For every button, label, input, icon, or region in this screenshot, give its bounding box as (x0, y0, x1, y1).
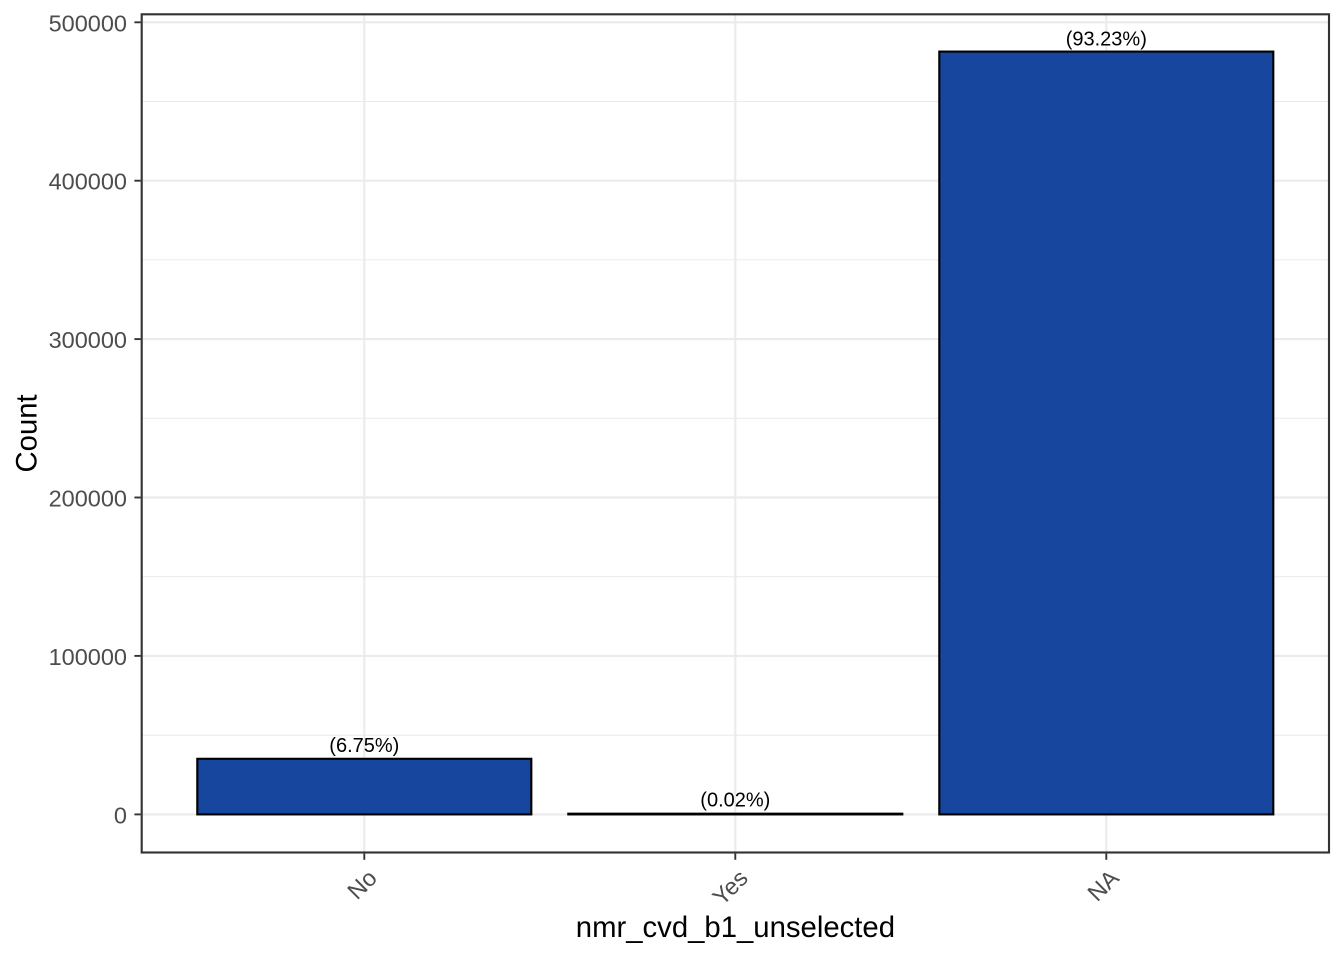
svg-text:(93.23%): (93.23%) (1066, 28, 1147, 50)
svg-text:100000: 100000 (49, 644, 127, 670)
svg-text:300000: 300000 (49, 327, 127, 353)
svg-text:(0.02%): (0.02%) (700, 790, 770, 812)
svg-text:0: 0 (114, 802, 127, 828)
svg-text:Count: Count (11, 394, 44, 472)
svg-text:500000: 500000 (49, 10, 127, 36)
svg-text:(6.75%): (6.75%) (329, 735, 399, 757)
svg-text:nmr_cvd_b1_unselected: nmr_cvd_b1_unselected (576, 911, 895, 944)
svg-text:200000: 200000 (49, 486, 127, 512)
svg-text:400000: 400000 (49, 169, 127, 195)
